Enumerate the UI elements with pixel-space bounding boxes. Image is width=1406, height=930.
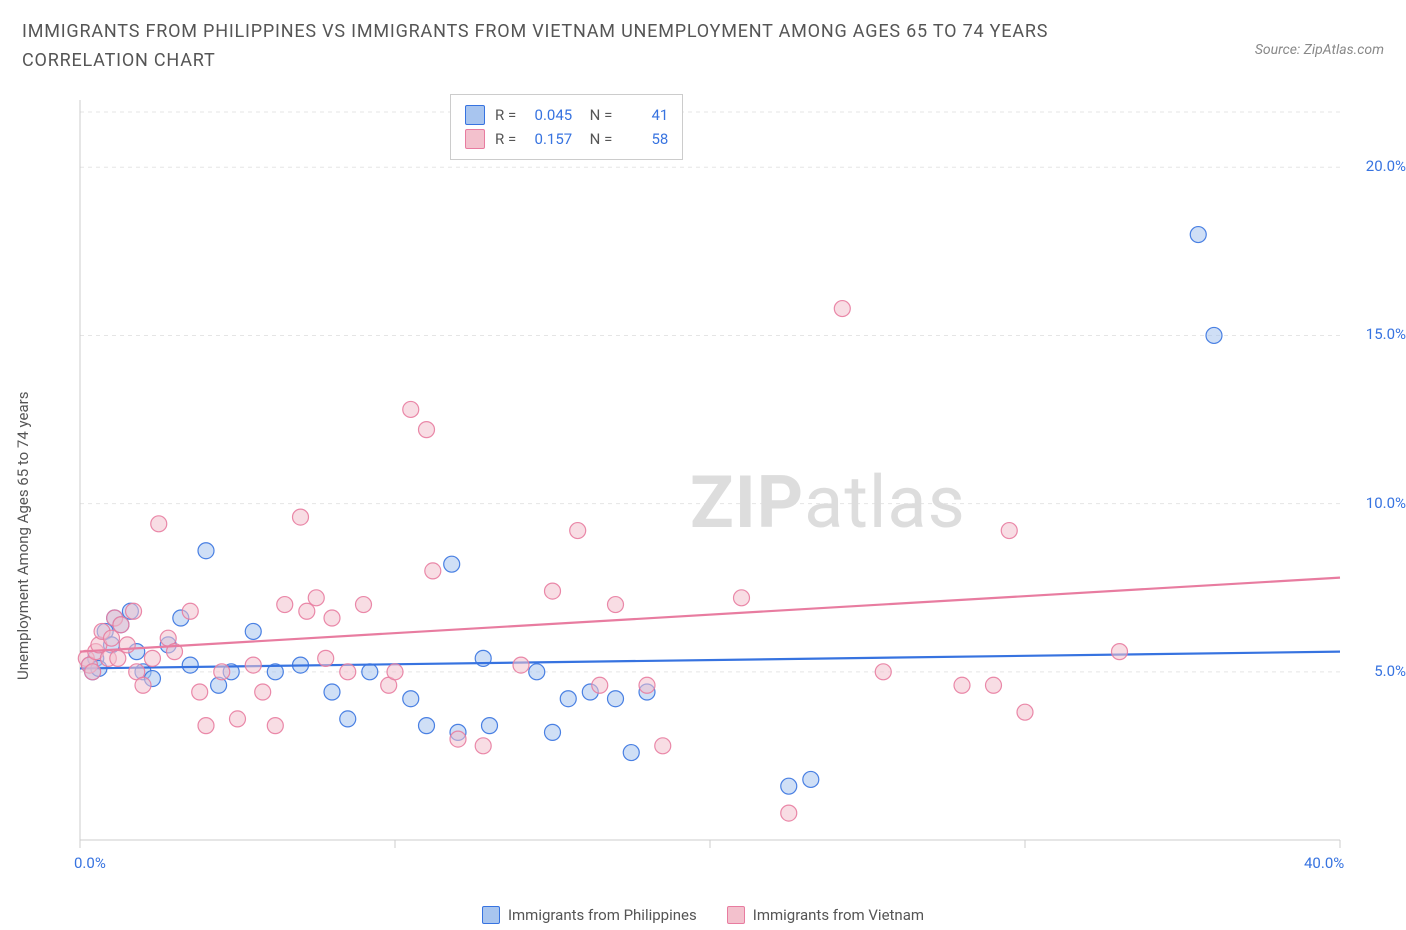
stats-swatch [465, 105, 485, 125]
scatter-chart [70, 90, 1350, 860]
y-tick-label: 15.0% [1366, 325, 1406, 343]
legend-swatch [727, 906, 745, 924]
stats-swatch [465, 129, 485, 149]
chart-title: IMMIGRANTS FROM PHILIPPINES VS IMMIGRANT… [22, 18, 1122, 76]
stats-row: R = 0.045 N = 41 [465, 103, 668, 127]
stat-n-value: 41 [622, 103, 668, 127]
legend-label: Immigrants from Vietnam [753, 906, 924, 924]
bottom-legend: Immigrants from Philippines Immigrants fr… [0, 906, 1406, 924]
stat-n-value: 58 [622, 127, 668, 151]
plot-area: ZIPatlas R =0.045 N =41R =0.157 N =58 5.… [70, 90, 1350, 860]
stats-box: R = 0.045 N = 41 R = 0.157 N = 58 [450, 94, 683, 160]
y-tick-label: 10.0% [1366, 494, 1406, 512]
stats-row: R = 0.157 N = 58 [465, 127, 668, 151]
source-text: Source: ZipAtlas.com [1255, 42, 1384, 58]
stat-n-label: N = [582, 127, 612, 151]
x-tick-label: 0.0% [74, 854, 106, 872]
y-tick-label: 5.0% [1374, 662, 1406, 680]
legend-item: Immigrants from Vietnam [727, 906, 924, 924]
stat-r-label: R = [495, 103, 516, 127]
y-axis-label: Unemployment Among Ages 65 to 74 years [14, 392, 32, 680]
x-tick-label: 40.0% [1304, 854, 1344, 872]
y-tick-label: 20.0% [1366, 157, 1406, 175]
legend-item: Immigrants from Philippines [482, 906, 697, 924]
legend-label: Immigrants from Philippines [508, 906, 697, 924]
header-row: IMMIGRANTS FROM PHILIPPINES VS IMMIGRANT… [0, 0, 1406, 76]
stat-r-value: 0.157 [526, 127, 572, 151]
legend-swatch [482, 906, 500, 924]
stat-r-label: R = [495, 127, 516, 151]
stat-n-label: N = [582, 103, 612, 127]
stat-r-value: 0.045 [526, 103, 572, 127]
